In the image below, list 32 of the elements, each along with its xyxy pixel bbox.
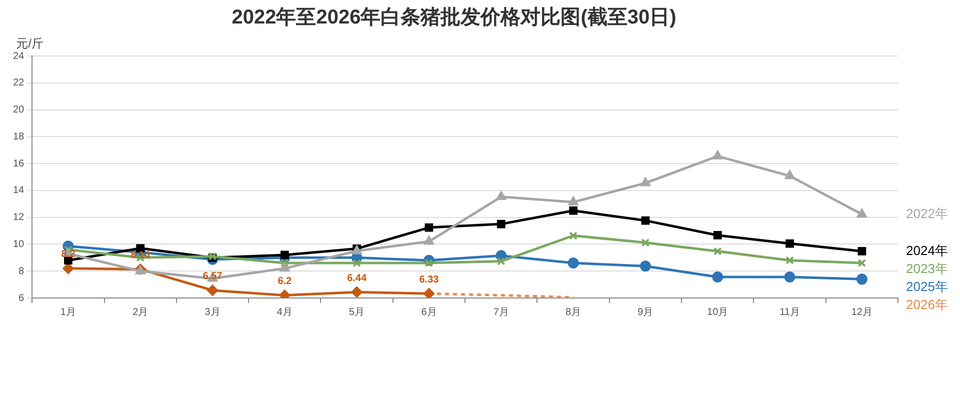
text: 2022年 — [906, 206, 948, 221]
text: 2023年 — [906, 260, 948, 276]
y-tick-label: 14 — [13, 185, 25, 196]
x-tick-label: 4月 — [276, 306, 292, 318]
x-tick-label: 9月 — [638, 306, 654, 318]
text: 2026年 — [906, 296, 948, 312]
x-tick-label: 6月 — [421, 306, 437, 318]
chart-title: 2022年至2026年白条猪批发价格对比图(截至30日) — [232, 6, 676, 29]
x-tick-label: 1月 — [60, 306, 76, 318]
y-tick-label: 22 — [13, 78, 25, 89]
x-tick-label: 2月 — [132, 306, 148, 318]
text: 2024年 — [906, 242, 948, 258]
y-tick-label: 12 — [13, 212, 25, 224]
y-tick-label: 8 — [18, 266, 25, 277]
x-tick-label: 3月 — [204, 306, 220, 318]
y-tick-label: 18 — [13, 131, 25, 142]
y-tick-label: 20 — [13, 104, 25, 116]
y-tick-label: 16 — [13, 158, 25, 170]
data-label: 6.44 — [347, 272, 367, 284]
text: 2025年 — [906, 278, 948, 294]
x-tick-label: 12月 — [851, 306, 872, 318]
data-label: 6.2 — [278, 276, 292, 288]
x-tick-label: 8月 — [566, 306, 582, 318]
x-tick-label: 5月 — [349, 306, 365, 318]
x-tick-label: 10月 — [707, 306, 728, 318]
x-tick-label: 7月 — [493, 306, 509, 318]
y-tick-label: 6 — [18, 292, 25, 304]
x-tick-label: 11月 — [780, 306, 800, 318]
y-tick-label: 10 — [13, 238, 25, 250]
y-tick-label: 24 — [13, 50, 25, 62]
y-axis-title: 元/斤 — [16, 36, 44, 50]
data-label: 6.33 — [419, 274, 440, 286]
